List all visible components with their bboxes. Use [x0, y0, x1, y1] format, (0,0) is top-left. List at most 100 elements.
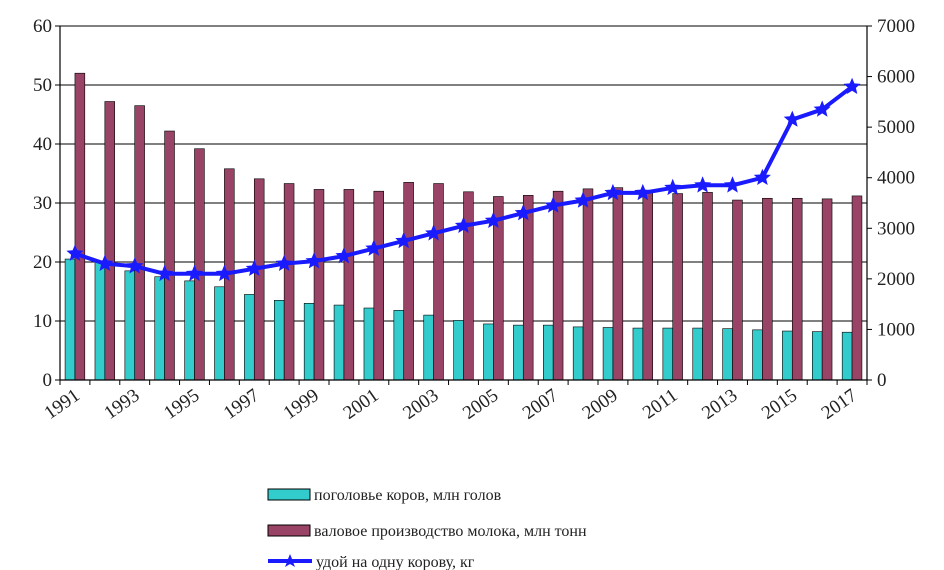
yield-point — [335, 247, 353, 264]
yield-point — [305, 252, 323, 269]
bar-cows — [543, 324, 554, 381]
bar-milk — [582, 188, 594, 381]
legend-label-milk: валовое производство молока, млн тонн — [314, 523, 587, 540]
bar-milk — [791, 197, 803, 381]
bar-cows — [64, 258, 76, 381]
bar-cows — [274, 300, 285, 381]
y2-tick-label: 5000 — [877, 117, 915, 138]
bar-milk — [403, 182, 414, 381]
yield-point — [185, 264, 204, 282]
x-tick-label: 1993 — [100, 385, 143, 424]
bar-milk — [433, 183, 444, 381]
bar-milk — [821, 198, 833, 381]
bar-cows — [812, 331, 823, 381]
y-tick-label: 50 — [33, 75, 52, 96]
bar-milk — [612, 187, 624, 381]
yield-point — [813, 100, 831, 117]
bar-milk — [343, 189, 355, 381]
y-tick-label: 40 — [33, 134, 52, 155]
bar-cows — [214, 286, 225, 381]
y2-tick-label: 0 — [877, 370, 887, 391]
bar-milk — [253, 178, 265, 381]
bar-milk — [164, 130, 175, 381]
x-tick-label: 2003 — [399, 385, 442, 424]
bar-milk — [732, 199, 743, 381]
bar-cows — [184, 280, 195, 381]
y2-tick-label: 6000 — [877, 67, 915, 88]
legend-marker-yield — [283, 554, 297, 567]
yield-point — [126, 257, 144, 274]
x-tick-label: 2013 — [698, 385, 741, 424]
bar-cows — [363, 307, 375, 381]
bar-cows — [841, 331, 853, 381]
x-tick-label: 2005 — [459, 385, 502, 424]
bar-cows — [632, 327, 644, 381]
bar-cows — [94, 260, 106, 381]
x-tick-label: 1997 — [220, 385, 263, 424]
bar-cows — [244, 294, 255, 381]
y2-tick-label: 2000 — [877, 269, 915, 290]
x-tick-label: 2001 — [340, 385, 383, 424]
bar-cows — [572, 326, 584, 381]
bar-cows — [453, 320, 464, 381]
legend-label-cows: поголовье коров, млн голов — [314, 487, 502, 504]
bar-milk — [194, 148, 205, 381]
yield-line — [66, 77, 861, 282]
yield-point — [753, 168, 771, 185]
yield-point — [275, 254, 293, 271]
yield-point — [96, 254, 114, 271]
bar-milk — [762, 197, 773, 381]
bar-milk — [463, 191, 474, 381]
bar-cows — [782, 330, 793, 381]
y-tick-label: 30 — [33, 193, 52, 214]
legend: поголовье коров, млн голов валовое произ… — [267, 487, 587, 570]
yield-point — [425, 224, 443, 241]
bar-cows — [303, 302, 315, 381]
bar-milk — [642, 192, 653, 381]
y-tick-label: 20 — [33, 252, 52, 273]
bar-cows — [483, 323, 494, 381]
x-tick-label: 2015 — [758, 385, 801, 424]
legend-swatch-milk — [267, 524, 311, 537]
bar-milk — [104, 101, 115, 381]
y2-tick-label: 1000 — [877, 319, 915, 340]
bar-milk — [313, 189, 325, 381]
yield-point — [664, 178, 682, 196]
bar-cows — [513, 324, 524, 381]
y2-tick-label: 4000 — [877, 168, 915, 189]
yield-point — [245, 259, 263, 276]
x-tick-label: 1995 — [160, 385, 203, 424]
y-tick-label: 60 — [33, 16, 52, 37]
legend-swatch-cows — [267, 488, 311, 501]
bar-cows — [692, 327, 703, 381]
bar-milk — [522, 195, 534, 381]
bar-cows — [423, 314, 434, 381]
bar-cows — [722, 328, 733, 381]
yield-point — [544, 196, 562, 213]
bar-milk — [672, 193, 683, 381]
bar-milk — [74, 72, 86, 381]
bar-cows — [602, 327, 614, 381]
bar-milk — [552, 190, 564, 381]
axes — [55, 25, 872, 385]
bar-milk — [373, 190, 384, 381]
yield-point — [156, 264, 174, 282]
legend-label-yield: удой на одну корову, кг — [316, 554, 475, 570]
yield-point — [604, 183, 622, 201]
bar-cows — [154, 276, 165, 381]
y-tick-label: 0 — [43, 370, 53, 391]
yield-point — [395, 231, 413, 249]
yield-point — [484, 211, 502, 228]
bar-milk — [702, 192, 713, 381]
x-tick-label: 1999 — [280, 385, 323, 424]
yield-point — [66, 244, 84, 261]
y2-tick-label: 7000 — [877, 16, 915, 37]
bar-cows — [393, 310, 405, 381]
yield-point — [843, 77, 861, 94]
bar-milk — [134, 105, 145, 381]
x-tick-label: 2007 — [519, 385, 562, 424]
bar-cows — [662, 327, 674, 381]
bar-milk — [283, 183, 295, 381]
bar-cows — [333, 304, 345, 381]
